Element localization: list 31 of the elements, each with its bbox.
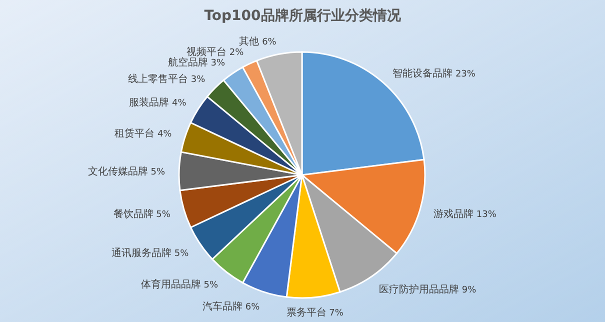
slice-label: 智能设备品牌	[392, 67, 453, 80]
data-label: 5%	[153, 210, 171, 220]
data-label: 2%	[226, 48, 244, 58]
slice-label: 汽车品牌	[202, 300, 243, 312]
data-label: 4%	[169, 98, 187, 109]
slice-label: 线上零售平台	[128, 73, 188, 86]
slice-label: 餐饮品牌	[113, 208, 154, 220]
slice-label: 体育用品品牌	[140, 278, 201, 290]
slice-label: 游戏品牌	[434, 208, 474, 220]
slice-label: 医疗防护用品品牌	[379, 283, 460, 296]
data-label: 9%	[459, 285, 477, 296]
data-label: 3%	[208, 58, 226, 69]
data-label: 5%	[148, 168, 166, 178]
slice-label: 服装品牌	[129, 96, 170, 109]
data-label: 7%	[326, 308, 344, 318]
data-label: 5%	[200, 280, 218, 290]
data-label: 6%	[242, 302, 260, 312]
slice-label: 租赁平台	[114, 128, 155, 140]
chart-title: Top100品牌所属行业分类情况	[204, 8, 402, 24]
slice-label: 文化传媒品牌	[88, 166, 148, 178]
slice-label: 视频平台	[186, 46, 227, 58]
slice-label: 票务平台	[286, 306, 326, 318]
data-label: 3%	[188, 75, 206, 86]
slice-label: 其他	[239, 35, 260, 48]
data-label: 4%	[154, 130, 172, 140]
data-label: 23%	[452, 69, 476, 80]
data-label: 5%	[172, 249, 190, 260]
slice-label: 通讯服务品牌	[112, 247, 172, 260]
data-label: 6%	[259, 37, 277, 48]
data-label: 13%	[474, 210, 497, 220]
slice-label: 航空品牌	[168, 56, 208, 69]
